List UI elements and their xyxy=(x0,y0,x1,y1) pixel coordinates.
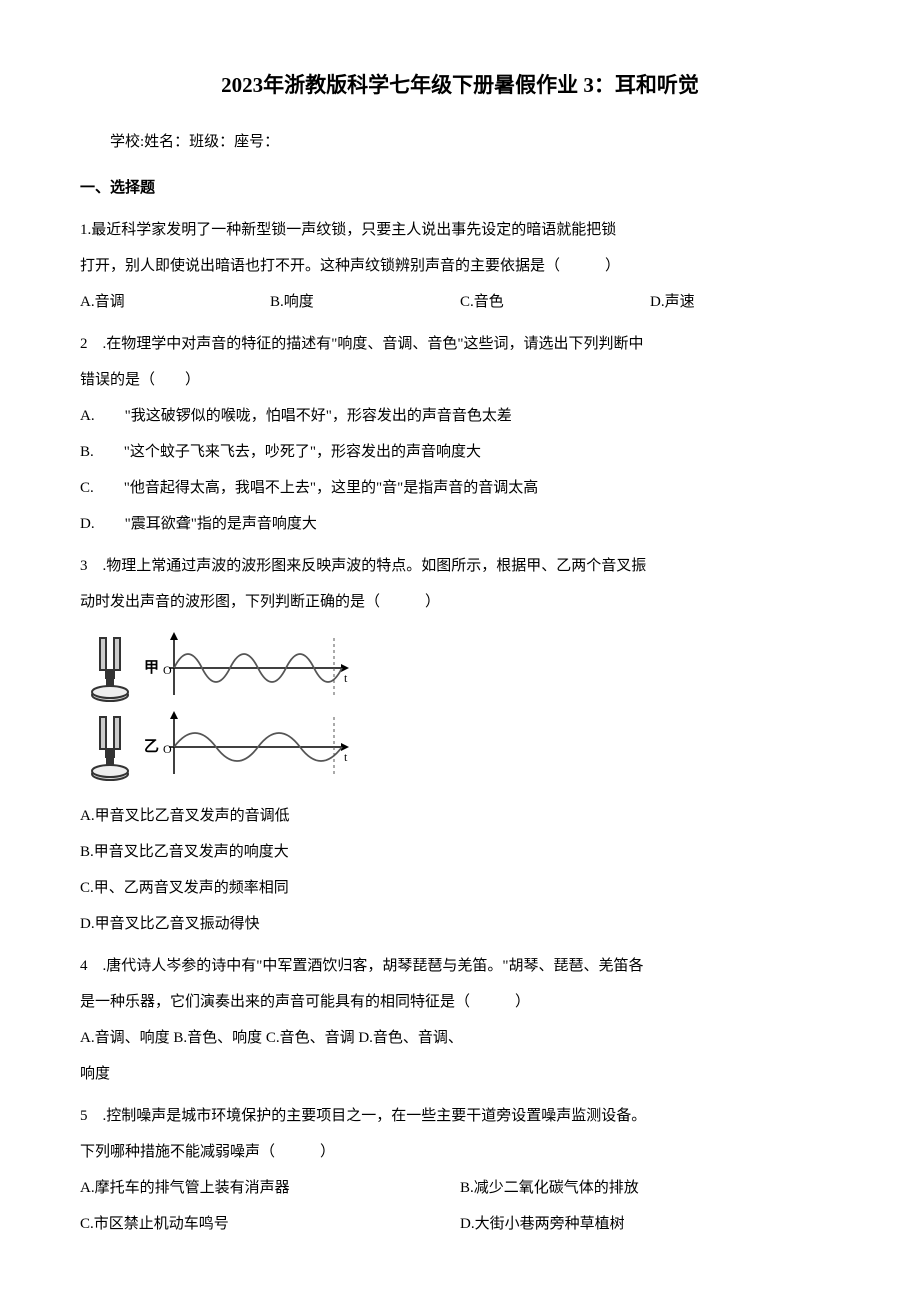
q1-option-d: D.声速 xyxy=(650,284,840,320)
q3-option-d: D.甲音叉比乙音叉振动得快 xyxy=(80,906,840,942)
q4-options-cont: 响度 xyxy=(80,1056,840,1092)
svg-text:t: t xyxy=(344,750,348,764)
q1-options: A.音调 B.响度 C.音色 D.声速 xyxy=(80,284,840,320)
q1-option-c: C.音色 xyxy=(460,284,650,320)
fork-row-2: 乙 O t xyxy=(80,709,840,784)
q5-option-c: C.市区禁止机动车鸣号 xyxy=(80,1206,460,1242)
svg-text:O: O xyxy=(163,742,172,756)
q3-line2: 动时发出声音的波形图，下列判断正确的是（ ） xyxy=(80,584,840,620)
q1-option-a: A.音调 xyxy=(80,284,270,320)
q4-options: A.音调、响度 B.音色、响度 C.音色、音调 D.音色、音调、 xyxy=(80,1020,840,1056)
svg-text:O: O xyxy=(163,663,172,677)
q5-option-b: B.减少二氧化碳气体的排放 xyxy=(460,1170,840,1206)
question-1: 1.最近科学家发明了一种新型锁一声纹锁，只要主人说出事先设定的暗语就能把锁 打开… xyxy=(80,212,840,320)
q4-line2: 是一种乐器，它们演奏出来的声音可能具有的相同特征是（ ） xyxy=(80,984,840,1020)
student-info-line: 学校:姓名：班级：座号： xyxy=(80,124,840,160)
q4-line1: 4 .唐代诗人岑参的诗中有"中军置酒饮归客，胡琴琵琶与羌笛。"胡琴、琵琶、羌笛各 xyxy=(80,948,840,984)
q1-line1: 1.最近科学家发明了一种新型锁一声纹锁，只要主人说出事先设定的暗语就能把锁 xyxy=(80,212,840,248)
q5-options-row1: A.摩托车的排气管上装有消声器 B.减少二氧化碳气体的排放 xyxy=(80,1170,840,1206)
section-header: 一、选择题 xyxy=(80,170,840,206)
question-4: 4 .唐代诗人岑参的诗中有"中军置酒饮归客，胡琴琵琶与羌笛。"胡琴、琵琶、羌笛各… xyxy=(80,948,840,1092)
waveform-diagram: 甲 O t xyxy=(80,630,840,784)
question-5: 5 .控制噪声是城市环境保护的主要项目之一，在一些主要干道旁设置噪声监测设备。 … xyxy=(80,1098,840,1242)
q1-option-b: B.响度 xyxy=(270,284,460,320)
waveform-1: O t xyxy=(159,630,359,705)
fork-label-1: 甲 xyxy=(144,650,159,686)
q2-option-b: B. "这个蚊子飞来飞去，吵死了"，形容发出的声音响度大 xyxy=(80,434,840,470)
q2-line1: 2 .在物理学中对声音的特征的描述有"响度、音调、音色"这些词，请选出下列判断中 xyxy=(80,326,840,362)
q2-option-c: C. "他音起得太高，我唱不上去"，这里的"音"是指声音的音调太高 xyxy=(80,470,840,506)
tuning-fork-icon-1 xyxy=(80,630,140,705)
tuning-fork-icon-2 xyxy=(80,709,140,784)
q3-option-a: A.甲音叉比乙音叉发声的音调低 xyxy=(80,798,840,834)
q3-option-c: C.甲、乙两音叉发声的频率相同 xyxy=(80,870,840,906)
q5-option-a: A.摩托车的排气管上装有消声器 xyxy=(80,1170,460,1206)
page-title: 2023年浙教版科学七年级下册暑假作业 3：耳和听觉 xyxy=(80,60,840,110)
question-2: 2 .在物理学中对声音的特征的描述有"响度、音调、音色"这些词，请选出下列判断中… xyxy=(80,326,840,542)
q3-option-b: B.甲音叉比乙音叉发声的响度大 xyxy=(80,834,840,870)
svg-text:t: t xyxy=(344,671,348,685)
q2-line2: 错误的是（ ） xyxy=(80,362,840,398)
q2-option-a: A. "我这破锣似的喉咙，怕唱不好"，形容发出的声音音色太差 xyxy=(80,398,840,434)
fork-row-1: 甲 O t xyxy=(80,630,840,705)
q5-options-row2: C.市区禁止机动车鸣号 D.大街小巷两旁种草植树 xyxy=(80,1206,840,1242)
q5-line1: 5 .控制噪声是城市环境保护的主要项目之一，在一些主要干道旁设置噪声监测设备。 xyxy=(80,1098,840,1134)
q3-line1: 3 .物理上常通过声波的波形图来反映声波的特点。如图所示，根据甲、乙两个音叉振 xyxy=(80,548,840,584)
q1-line2: 打开，别人即使说出暗语也打不开。这种声纹锁辨别声音的主要依据是（ ） xyxy=(80,248,840,284)
q2-option-d: D. "震耳欲聋"指的是声音响度大 xyxy=(80,506,840,542)
waveform-2: O t xyxy=(159,709,359,784)
q5-option-d: D.大街小巷两旁种草植树 xyxy=(460,1206,840,1242)
q5-line2: 下列哪种措施不能减弱噪声（ ） xyxy=(80,1134,840,1170)
fork-label-2: 乙 xyxy=(144,729,159,765)
question-3: 3 .物理上常通过声波的波形图来反映声波的特点。如图所示，根据甲、乙两个音叉振 … xyxy=(80,548,840,942)
